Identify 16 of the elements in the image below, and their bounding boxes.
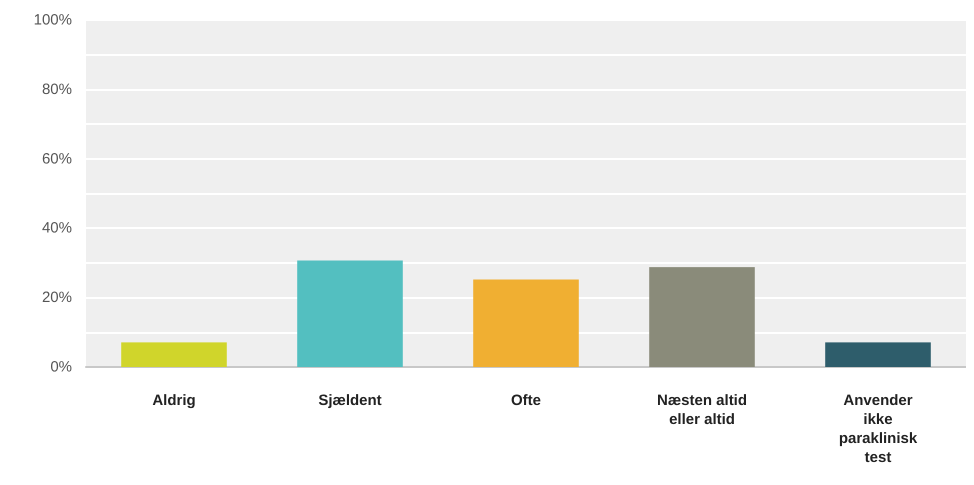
bar — [649, 267, 755, 367]
x-tick-label: Ofte — [511, 392, 541, 409]
bar — [473, 280, 579, 367]
x-tick-label: Aldrig — [152, 392, 196, 409]
bar — [825, 342, 931, 367]
y-tick-label: 60% — [42, 150, 72, 168]
x-tick-label: Anvender ikke paraklinisk test — [838, 392, 918, 466]
y-tick-label: 80% — [42, 80, 72, 98]
y-tick-label: 20% — [42, 289, 72, 306]
x-tick-label: Sjældent — [318, 392, 382, 409]
y-tick-label: 0% — [50, 358, 72, 376]
bar — [297, 260, 403, 367]
y-tick-label: 40% — [42, 220, 72, 237]
x-tick-label: Næsten altid eller altid — [656, 392, 748, 428]
y-tick-label: 100% — [34, 12, 72, 28]
bar — [121, 342, 227, 367]
